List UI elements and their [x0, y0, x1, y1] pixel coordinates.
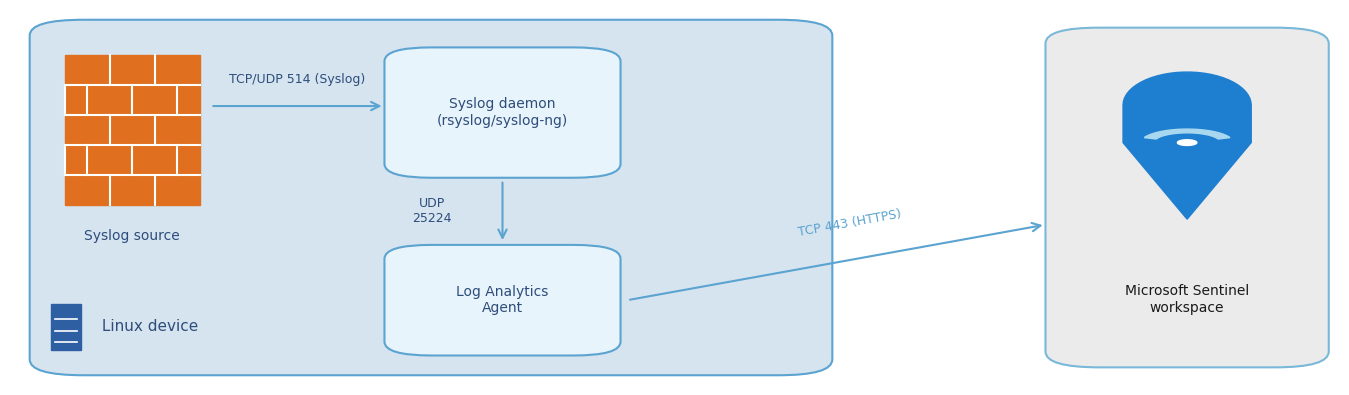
FancyBboxPatch shape — [384, 245, 621, 356]
Text: Linux device: Linux device — [97, 320, 198, 334]
Text: TCP 443 (HTTPS): TCP 443 (HTTPS) — [797, 207, 902, 239]
Text: Microsoft Sentinel
workspace: Microsoft Sentinel workspace — [1125, 284, 1249, 314]
Text: TCP/UDP 514 (Syslog): TCP/UDP 514 (Syslog) — [229, 73, 366, 87]
Polygon shape — [1122, 72, 1252, 219]
Text: Syslog source: Syslog source — [85, 229, 179, 243]
FancyBboxPatch shape — [1045, 28, 1329, 367]
Polygon shape — [1144, 129, 1230, 139]
Text: UDP
25224: UDP 25224 — [413, 198, 452, 225]
Text: Log Analytics
Agent: Log Analytics Agent — [456, 285, 549, 315]
Text: Syslog daemon
(rsyslog/syslog-ng): Syslog daemon (rsyslog/syslog-ng) — [437, 98, 568, 128]
FancyBboxPatch shape — [30, 20, 832, 375]
Polygon shape — [1178, 140, 1197, 145]
FancyBboxPatch shape — [65, 55, 200, 205]
FancyBboxPatch shape — [384, 47, 621, 178]
FancyBboxPatch shape — [51, 304, 81, 350]
